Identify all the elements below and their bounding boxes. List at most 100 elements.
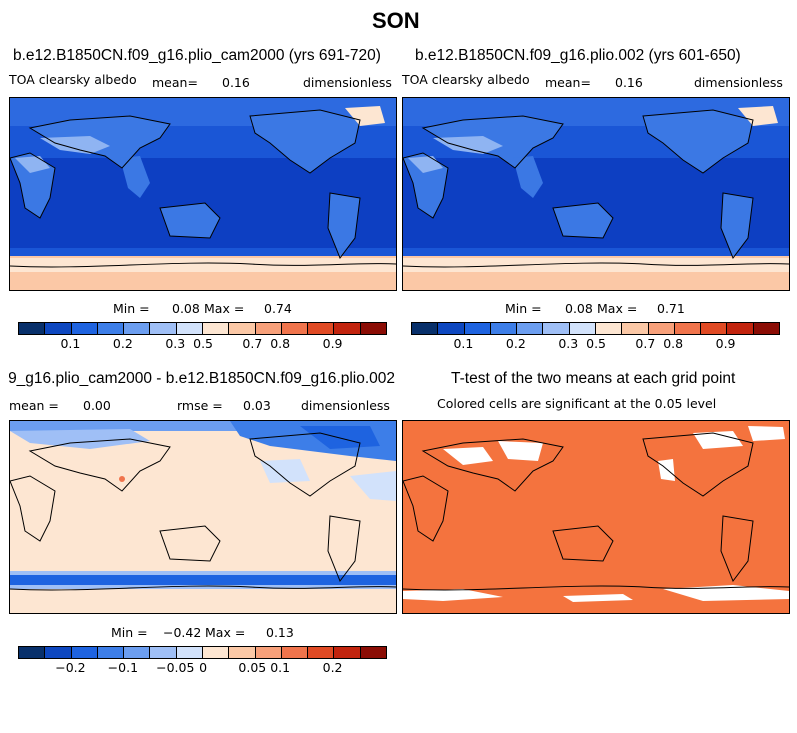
panel3-tick-label: 0.2 xyxy=(322,660,343,675)
panel1-colorbar-box xyxy=(45,323,72,334)
panel1-min-label: Min = xyxy=(113,301,150,316)
panel3-mean-label: mean = xyxy=(9,398,59,413)
panel2-colorbar-box xyxy=(727,323,754,334)
panel2-min-value: 0.08 xyxy=(565,301,593,316)
panel3-min-value: −0.42 xyxy=(163,625,202,640)
panel3-colorbar-box xyxy=(176,647,203,658)
panel4-map xyxy=(402,420,790,614)
panel1-tick-label: 0.1 xyxy=(60,336,81,351)
panel2-tick-label: 0.5 xyxy=(586,336,607,351)
panel3-colorbar-box xyxy=(334,647,361,658)
panel3-colorbar-box xyxy=(255,647,282,658)
panel1-colorbar-box xyxy=(229,323,256,334)
panel2-run-title: b.e12.B1850CN.f09_g16.plio.002 (yrs 601-… xyxy=(415,47,741,64)
panel1-tick-label: 0.5 xyxy=(193,336,214,351)
panel2-max-label: Max = xyxy=(597,301,638,316)
panel1-colorbar-box xyxy=(19,323,46,334)
panel2-min-label: Min = xyxy=(505,301,542,316)
panel4-run-title: T-test of the two means at each grid poi… xyxy=(451,370,736,387)
panel3-units-label: dimensionless xyxy=(301,398,390,413)
panel1-colorbar-box xyxy=(308,323,335,334)
panel3-colorbar-box xyxy=(202,647,230,658)
panel1-colorbar-box xyxy=(176,323,203,334)
panel2-landmass-namerica xyxy=(643,110,753,173)
panel3-colorbar-box xyxy=(97,647,125,658)
panel1-run-title: b.e12.B1850CN.f09_g16.plio_cam2000 (yrs … xyxy=(13,47,381,64)
panel2-colorbar-box xyxy=(753,323,779,334)
panel3-southern-band xyxy=(10,575,396,585)
panel1-map xyxy=(9,97,397,291)
panel2-colorbar-box xyxy=(701,323,728,334)
panel3-colorbar-box xyxy=(281,647,309,658)
panel2-mean-label: mean= xyxy=(545,75,591,90)
panel3-tick-label: 0.05 xyxy=(238,660,267,675)
panel3-min-label: Min = xyxy=(111,625,148,640)
panel3-max-label: Max = xyxy=(205,625,246,640)
panel1-min-value: 0.08 xyxy=(172,301,200,316)
panel3-tick-label: 0 xyxy=(199,660,208,675)
panel2-colorbar-box xyxy=(595,323,623,334)
panel3-colorbar xyxy=(18,646,387,659)
panel2-colorbar-box xyxy=(648,323,675,334)
panel1-mean-label: mean= xyxy=(152,75,198,90)
panel1-max-label: Max = xyxy=(204,301,245,316)
panel2-tick-label: 0.2 xyxy=(505,336,526,351)
panel4-insignificant-area xyxy=(443,447,493,465)
panel2-tick-label: 0.8 xyxy=(663,336,684,351)
panel1-colorbar-box xyxy=(255,323,282,334)
panel3-colorbar-box xyxy=(19,647,46,658)
panel3-title-clip: b.e12.B1850CN.f09_g16.plio_cam2000 - b.e… xyxy=(9,368,395,390)
panel2-colorbar-box xyxy=(464,323,491,334)
panel2-mean-value: 0.16 xyxy=(615,75,643,90)
panel1-colorbar xyxy=(18,322,387,335)
panel1-mean-value: 0.16 xyxy=(222,75,250,90)
panel1-tick-label: 0.3 xyxy=(165,336,186,351)
panel1-tick-label: 0.8 xyxy=(270,336,291,351)
panel1-colorbar-box xyxy=(360,323,386,334)
panel2-colorbar-box xyxy=(569,323,596,334)
panel1-landmass-australia xyxy=(160,203,220,238)
panel3-tick-label: −0.1 xyxy=(107,660,139,675)
panel4-subtitle: Colored cells are significant at the 0.0… xyxy=(437,396,717,411)
panel3-rmse-value: 0.03 xyxy=(243,398,271,413)
panel2-colorbar-box xyxy=(490,323,518,334)
panel2-colorbar-box xyxy=(412,323,439,334)
panel3-tick-label: −0.05 xyxy=(156,660,195,675)
panel3-colorbar-box xyxy=(124,647,151,658)
panel3-colorbar-box xyxy=(360,647,386,658)
panel3-colorbar-box xyxy=(71,647,98,658)
panel2-tick-label: 0.9 xyxy=(715,336,736,351)
panel1-tick-label: 0.7 xyxy=(242,336,263,351)
panel1-tick-label: 0.9 xyxy=(322,336,343,351)
panel2-max-value: 0.71 xyxy=(657,301,685,316)
panel2-colorbar-box xyxy=(543,323,570,334)
panel1-tick-label: 0.2 xyxy=(112,336,133,351)
panel3-colorbar-box xyxy=(229,647,256,658)
panel3-mean-value: 0.00 xyxy=(83,398,111,413)
panel2-colorbar-box xyxy=(517,323,544,334)
panel3-map xyxy=(9,420,397,614)
panel1-variable-label: TOA clearsky albedo xyxy=(9,72,137,87)
panel3-tick-label: 0.1 xyxy=(270,660,291,675)
panel1-landmass-namerica xyxy=(250,110,360,173)
panel1-colorbar-box xyxy=(202,323,230,334)
panel2-colorbar-box xyxy=(674,323,702,334)
panel2-tick-label: 0.3 xyxy=(558,336,579,351)
panel1-units-label: dimensionless xyxy=(303,75,392,90)
panel3-tick-label: −0.2 xyxy=(55,660,86,675)
panel2-tick-label: 0.1 xyxy=(453,336,474,351)
panel3-colorbar-box xyxy=(308,647,335,658)
panel1-colorbar-box xyxy=(281,323,309,334)
panel2-colorbar xyxy=(411,322,780,335)
panel2-units-label: dimensionless xyxy=(694,75,783,90)
panel1-max-value: 0.74 xyxy=(264,301,292,316)
panel3-max-value: 0.13 xyxy=(266,625,294,640)
panel2-map xyxy=(402,97,790,291)
panel2-colorbar-box xyxy=(622,323,649,334)
panel1-colorbar-box xyxy=(334,323,361,334)
panel3-rmse-label: rmse = xyxy=(177,398,223,413)
panel1-colorbar-box xyxy=(97,323,125,334)
panel3-colorbar-box xyxy=(45,647,72,658)
panel1-colorbar-box xyxy=(124,323,151,334)
panel3-run-title: b.e12.B1850CN.f09_g16.plio_cam2000 - b.e… xyxy=(9,370,395,387)
